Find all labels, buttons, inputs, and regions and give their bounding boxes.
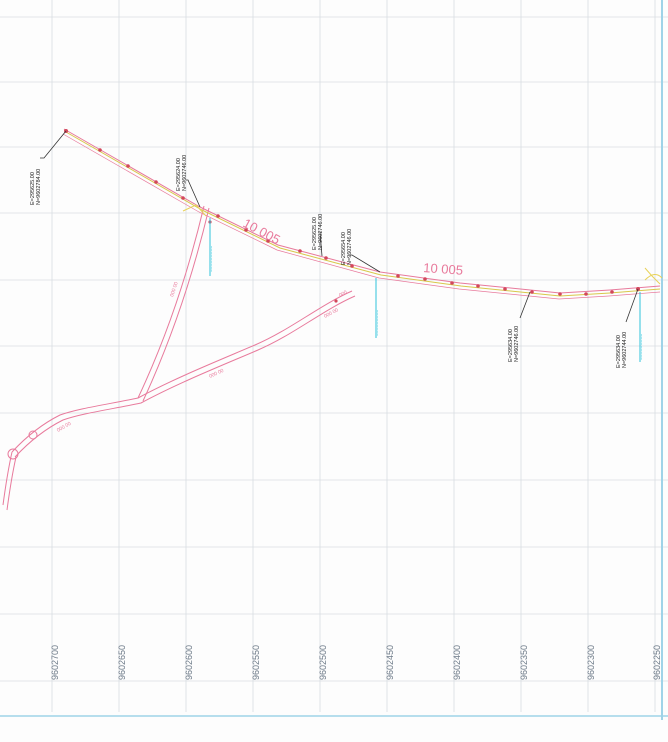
junction-hint: [644, 267, 661, 285]
northing-label: 9602550: [251, 645, 261, 680]
coord-label-e: E=295624.00: [176, 158, 182, 191]
svg-text:000 00: 000 00: [169, 281, 179, 298]
northing-label: 9602650: [117, 645, 127, 680]
northing-label: 9602400: [452, 645, 462, 680]
main-pipeline: [62, 128, 661, 300]
coord-label-n: N=9602746.00: [514, 326, 520, 362]
coord-label-n: N=9602746.00: [347, 229, 353, 265]
coordinate-grid: [0, 0, 668, 712]
svg-text:=========: =========: [639, 334, 645, 360]
valve-marker: [7, 448, 19, 460]
northing-label: 9602250: [652, 645, 662, 680]
coord-label-n: N=9602744.00: [622, 332, 628, 368]
coord-label-e: E=295634.00: [508, 329, 514, 362]
northing-label: 9602600: [184, 645, 194, 680]
junction-hint: [644, 274, 663, 281]
coordinate-labels: E=295625.00 N=9602784.00 E=295624.00 N=9…: [30, 155, 628, 368]
label-10005-lower: 10 005: [423, 260, 464, 278]
coord-label-e: E=295654.00: [341, 232, 347, 265]
northing-label: 9602700: [50, 645, 60, 680]
northing-label: 9602350: [519, 645, 529, 680]
coord-label-n: N=9602746.00: [182, 155, 188, 191]
coord-label-e: E=295634.00: [616, 335, 622, 368]
coord-label-n: N=9602784.00: [36, 169, 42, 205]
northing-axis-labels: 9602700 9602650 9602600 9602550 9602500 …: [50, 645, 662, 680]
northing-label: 9602300: [586, 645, 596, 680]
valve-marker: [28, 430, 38, 440]
northing-label: 9602450: [385, 645, 395, 680]
svg-text:000 00: 000 00: [323, 307, 340, 320]
branch-pipeline-upper: [137, 205, 210, 402]
junction-hint: [182, 204, 207, 217]
coord-label-n: N=9602746.00: [318, 214, 324, 250]
pipeline-tail: [2, 451, 17, 511]
coord-label-e: E=295625.00: [30, 172, 36, 205]
svg-text:000 00: 000 00: [208, 368, 225, 380]
coord-label-e: E=295625.00: [312, 217, 318, 250]
svg-text:=========: =========: [209, 246, 215, 272]
cyan-annotations: ========= ========= =========: [209, 218, 645, 362]
branch-pipeline-lower: [11, 290, 356, 458]
leader-lines: [40, 130, 639, 323]
northing-label: 9602500: [318, 645, 328, 680]
svg-text:000: 000: [338, 289, 348, 298]
svg-text:=========: =========: [375, 310, 381, 336]
